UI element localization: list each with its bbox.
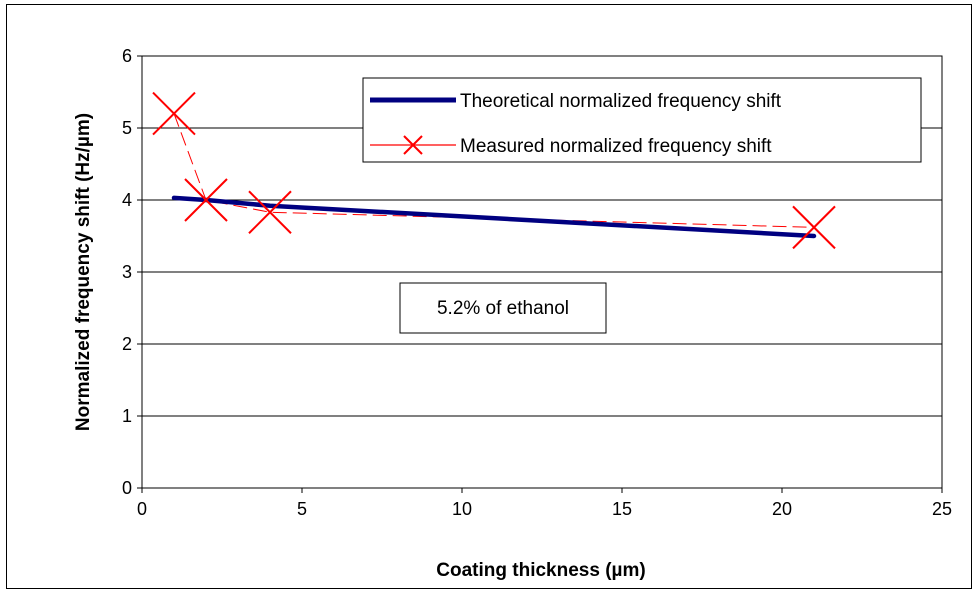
- x-axis-ticks: 0 5 10 15 20 25: [137, 488, 952, 519]
- x-tick-label: 20: [772, 499, 792, 519]
- annotation-text: 5.2% of ethanol: [437, 298, 569, 319]
- measured-point-marker: [248, 190, 292, 234]
- y-tick-label: 4: [122, 190, 132, 210]
- x-axis-title: Coating thickness (µm): [436, 560, 645, 581]
- annotation-box: 5.2% of ethanol: [399, 282, 607, 334]
- legend-measured-marker: [403, 135, 423, 155]
- y-axis-ticks: 0 1 2 3 4 5 6: [122, 46, 142, 498]
- y-tick-label: 0: [122, 478, 132, 498]
- legend-box: [362, 77, 922, 163]
- y-axis-title: Normalized frequency shift (Hz/µm): [73, 113, 94, 431]
- y-tick-label: 5: [122, 118, 132, 138]
- legend: Theoretical normalized frequency shift M…: [362, 77, 922, 163]
- x-tick-label: 25: [932, 499, 952, 519]
- x-tick-label: 10: [452, 499, 472, 519]
- series-layer: [152, 91, 836, 250]
- measured-point-marker: [792, 205, 836, 250]
- legend-measured-label: Measured normalized frequency shift: [460, 136, 772, 157]
- series-theoretical-line: [171, 195, 817, 239]
- y-tick-label: 3: [122, 262, 132, 282]
- x-tick-label: 5: [297, 499, 307, 519]
- x-tick-label: 0: [137, 499, 147, 519]
- y-tick-label: 6: [122, 46, 132, 66]
- x-tick-label: 15: [612, 499, 632, 519]
- y-tick-label: 2: [122, 334, 132, 354]
- legend-theoretical-label: Theoretical normalized frequency shift: [460, 91, 782, 112]
- y-tick-label: 1: [122, 406, 132, 426]
- measured-point-marker: [184, 178, 228, 222]
- measured-point-marker: [152, 91, 196, 136]
